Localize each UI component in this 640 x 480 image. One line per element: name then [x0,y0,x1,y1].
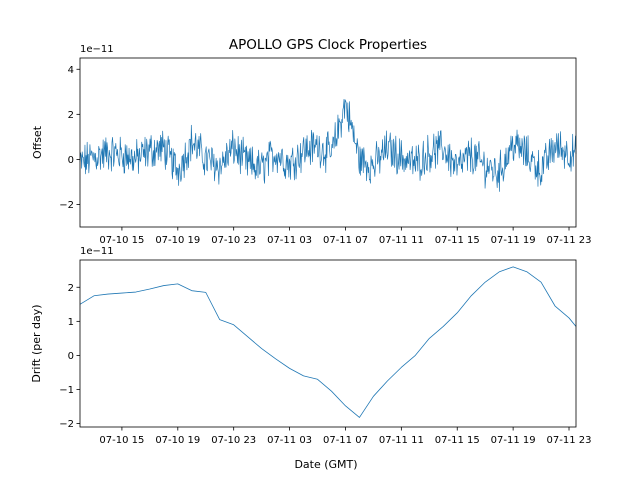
offset-ytick-label: −2 [59,200,74,211]
drift-xtick-label: 07-11 07 [323,435,368,446]
drift-xtick-label: 07-11 03 [267,435,312,446]
offset-xtick-label: 07-11 11 [379,235,424,246]
offset-xtick-label: 07-11 19 [491,235,536,246]
drift-xlabel: Date (GMT) [294,458,357,471]
offset-ytick-label: 2 [68,110,74,121]
offset-plot-frame [79,57,577,228]
drift-ylabel: Drift (per day) [30,304,43,382]
drift-ytick-label: 1 [68,317,74,328]
offset-series-line [79,98,577,192]
drift-xtick-label: 07-11 23 [547,435,592,446]
offset-subplot: −2 0 2 4 07-10 15 07-10 19 07-10 23 07-11 03 07… [31,44,591,246]
offset-xtick-label: 07-10 19 [155,235,200,246]
drift-series-line [79,266,577,418]
offset-xtick-label: 07-11 23 [547,235,592,246]
drift-plot-frame [79,259,577,428]
chart-title: APOLLO GPS Clock Properties [229,37,427,53]
offset-xtick-label: 07-10 23 [211,235,256,246]
offset-xtick-label: 07-11 07 [323,235,368,246]
offset-xtick-label: 07-11 03 [267,235,312,246]
drift-subplot: −2 −1 0 1 2 07-10 15 07-10 19 07-10 23 07-11 03… [30,246,591,471]
drift-ytick-label: −1 [59,385,74,396]
drift-xtick-label: 07-10 15 [99,435,144,446]
drift-ytick-label: 2 [68,283,74,294]
drift-xtick-label: 07-10 19 [155,435,200,446]
offset-xtick-label: 07-10 15 [99,235,144,246]
offset-ytick-label: 4 [68,65,74,76]
offset-ylabel: Offset [31,125,44,159]
drift-ytick-label: 0 [68,351,74,362]
drift-xtick-label: 07-11 15 [435,435,480,446]
drift-ytick-label: −2 [59,419,74,430]
drift-xtick-label: 07-11 11 [379,435,424,446]
drift-scale-label: 1e−11 [80,246,114,257]
drift-xtick-label: 07-11 19 [491,435,536,446]
drift-xtick-label: 07-10 23 [211,435,256,446]
offset-scale-label: 1e−11 [80,44,114,55]
offset-xtick-label: 07-11 15 [435,235,480,246]
offset-ytick-label: 0 [68,155,74,166]
